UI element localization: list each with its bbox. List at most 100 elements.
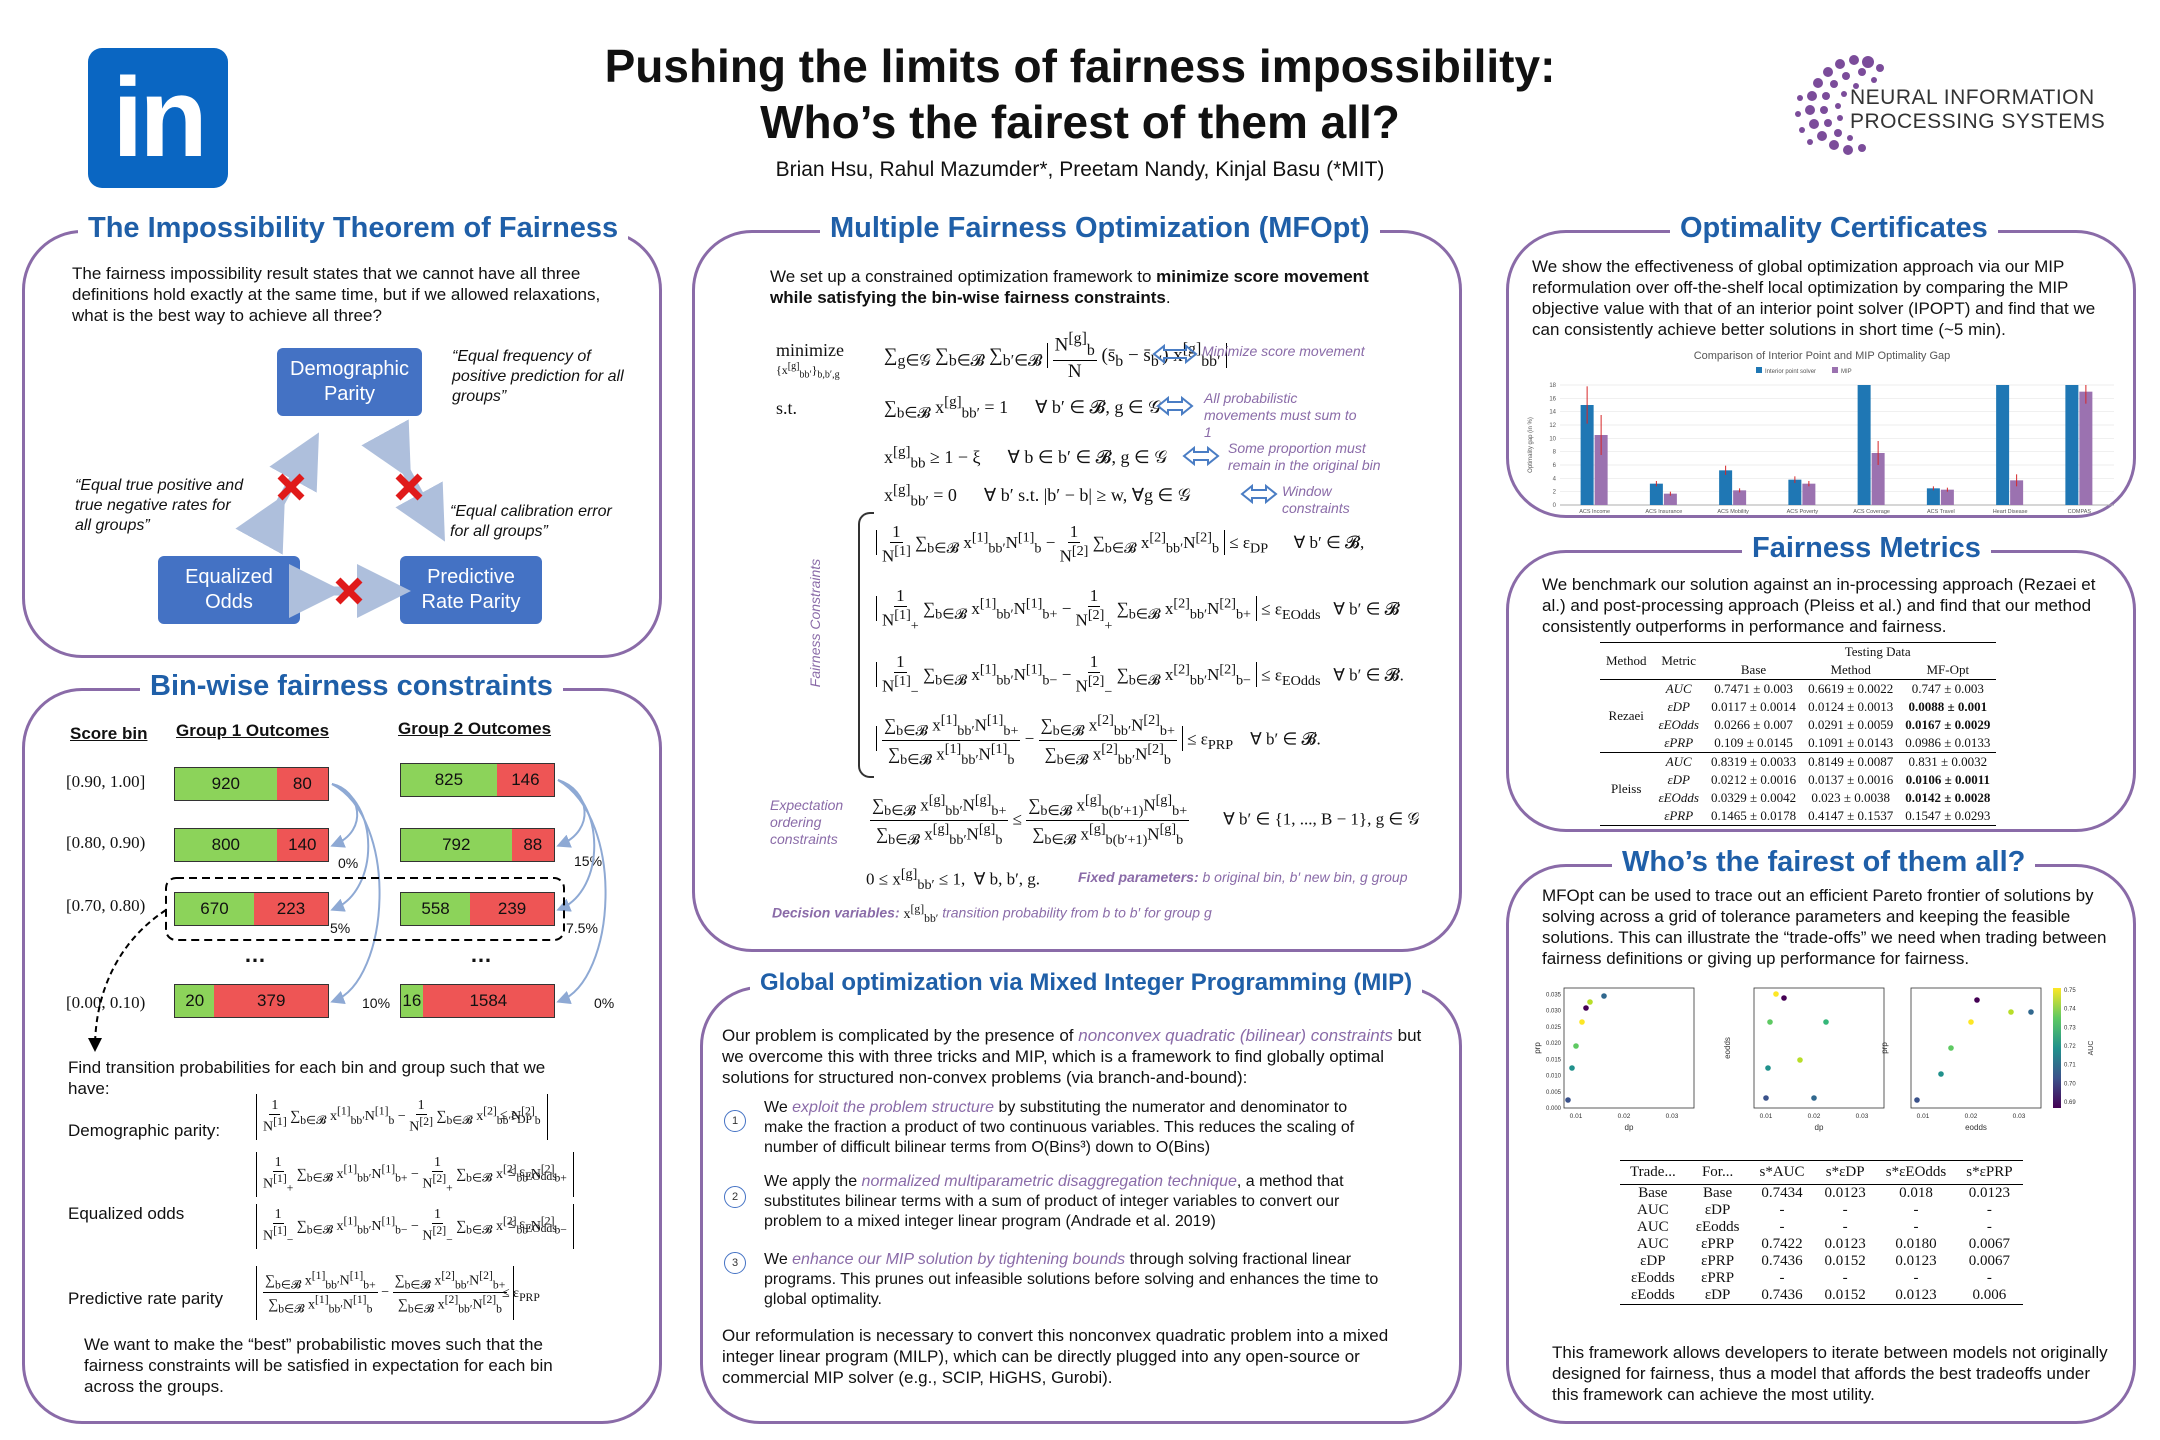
scatter-frame (1563, 987, 1695, 1109)
step-2-icon: 2 (724, 1186, 746, 1208)
table-cell: - (1913, 1270, 1919, 1286)
node-equalized-odds: Equalized Odds (158, 556, 300, 624)
fairness-constraints-label: Fairness Constraints (807, 558, 823, 688)
bar-red: 88 (511, 829, 554, 861)
scatter-point (1968, 1019, 1974, 1025)
mip-intro-a: Our problem is complicated by the presen… (722, 1026, 1079, 1045)
scatter-ytick: 0.010 (1546, 1074, 1562, 1080)
mf-f2: 1 N[1]+ ∑b∈𝓑 x[1]bb′N[1]b+ − 1 N[2]+ ∑b∈𝓑 … (876, 586, 1400, 635)
bar (1649, 483, 1663, 505)
fixed-params: Fixed parameters: b original bin, b′ new… (1078, 869, 1407, 886)
legend-label: Interior point solver (1765, 369, 1816, 375)
decision-label: Decision variables: (772, 904, 900, 921)
bar (1857, 385, 1871, 505)
table-cell: - (1986, 1270, 1992, 1286)
table-cell: 0.7436 (1761, 1253, 1803, 1269)
dp-formula: 1 N[1] ∑b∈𝓑 x[1]bb′N[1]b − 1 N[2] ∑b∈𝓑 x[2… (256, 1094, 548, 1140)
bar-green: 792 (401, 829, 512, 861)
table-header-cell: For... (1701, 1164, 1734, 1180)
neurips-line-1: NEURAL INFORMATION (1850, 86, 2095, 109)
scatter-xlabel: eodds (1965, 1123, 1987, 1132)
scatter-xtick: 0.03 (1666, 1113, 1679, 1120)
table-cell: 0.006 (1972, 1287, 2007, 1303)
bar (1802, 483, 1816, 505)
table-cell: - (1842, 1202, 1848, 1218)
base-cell: 0.0266 ± 0.007 (1714, 717, 1793, 732)
x-tick-label: ACS Coverage (1853, 509, 1890, 515)
bar (2065, 385, 2079, 505)
g2-bar-row0: 825 146 (400, 763, 555, 797)
scatter-xtick: 0.02 (1965, 1113, 1978, 1120)
table-cell: - (1913, 1202, 1919, 1218)
certificates-panel (1506, 230, 2136, 518)
table-cell: - (1779, 1202, 1785, 1218)
quote-dp: “Equal frequency of positive prediction … (452, 348, 624, 405)
quote-prp: “Equal calibration error for all groups” (450, 503, 612, 540)
fairest-outro: This framework allows developers to iter… (1552, 1343, 2108, 1404)
bar (2079, 391, 2093, 505)
scatter-xtick: 0.01 (1570, 1113, 1583, 1120)
node-dp-label: Demographic Parity (290, 358, 409, 405)
node-eo-label: Equalized Odds (185, 566, 273, 613)
fixed-text: b original bin, b′ new bin, g group (1202, 869, 1408, 885)
scatter-ytick: 0.025 (1546, 1025, 1562, 1031)
table-row: εPRP 0.1465 ± 0.0178 0.4147 ± 0.1537 0.1547… (1600, 807, 1996, 826)
scatter-xtick: 0.03 (2013, 1113, 2026, 1120)
legend-swatch (1756, 367, 1762, 373)
ellipsis-g1: … (244, 942, 266, 967)
th-base: Base (1740, 662, 1767, 677)
scatter-ytick: 0.015 (1546, 1057, 1562, 1063)
y-axis-label: Optimality gap (in %) (1528, 417, 1534, 473)
mip-intro-b: but we overcome this with three tricks a… (722, 1026, 1422, 1087)
scatter-ytick: 0.005 (1546, 1090, 1562, 1096)
mip-item-3-b: through solving fractional linear progra… (764, 1251, 1379, 1308)
g2-bar-row1: 792 88 (400, 828, 555, 862)
scatter-point (1583, 1005, 1589, 1011)
y-tick-label: 16 (1549, 396, 1556, 402)
pct-g1-0: 0% (338, 855, 359, 871)
table-cell: - (1986, 1202, 1992, 1218)
mip-item-3: We enhance our MIP solution by tightenin… (764, 1250, 1384, 1310)
base-cell: 0.0117 ± 0.0014 (1711, 699, 1796, 714)
metric-cell: εPRP (1664, 735, 1694, 750)
mip-item-1-hl: exploit the problem structure (792, 1099, 995, 1116)
mip-item-1: We exploit the problem structure by subs… (764, 1098, 1384, 1158)
table-cell: εPRP (1701, 1236, 1735, 1252)
table-cell: 0.0123 (1895, 1287, 1937, 1303)
metrics-title: Fairness Metrics (1742, 532, 1991, 565)
table-cell: 0.0180 (1895, 1236, 1937, 1252)
legend-label: MIP (1841, 369, 1852, 375)
fairest-body: MFOpt can be used to trace out an effici… (1542, 886, 2107, 968)
table-row: εPRP 0.109 ± 0.0145 0.1091 ± 0.0143 0.0986 … (1600, 734, 1997, 753)
mip-outro: Our reformulation is necessary to conver… (722, 1326, 1389, 1387)
colorbar-tick: 0.70 (2064, 1081, 2076, 1087)
table-cell: 0.0123 (1895, 1253, 1937, 1269)
base-cell: 0.7471 ± 0.003 (1714, 681, 1793, 696)
bar-green: 20 (175, 985, 215, 1017)
metrics-body: We benchmark our solution against an in-… (1542, 575, 2096, 636)
prp-formula: ∑b∈𝓑 x[1]bb′N[1]b+ ∑b∈𝓑 x[1]bb′N[1]b − ∑b… (256, 1266, 515, 1320)
table-cell: 0.7434 (1761, 1185, 1803, 1201)
mfopt-cell: 0.747 ± 0.003 (1911, 681, 1984, 696)
step-1-icon: 1 (724, 1110, 746, 1132)
bar (1926, 488, 1940, 505)
bar-red: 80 (276, 768, 328, 800)
scatter-ytick: 0.000 (1546, 1106, 1562, 1112)
scatter-xtick: 0.03 (1856, 1113, 1869, 1120)
scatter-xlabel: dp (1815, 1123, 1824, 1132)
bar-red: 239 (470, 893, 554, 925)
mip-item-3-hl: enhance our MIP solution by tightening b… (792, 1251, 1126, 1268)
table-row: εDP 0.0117 ± 0.0014 0.0124 ± 0.0013 0.0088 … (1600, 698, 1996, 716)
method-value-cell: 0.023 ± 0.0038 (1811, 790, 1890, 805)
table-cell: 0.7436 (1761, 1287, 1803, 1303)
scatter-point (1565, 1097, 1571, 1103)
scatter-point (1601, 993, 1607, 999)
node-prp-label: Predictive Rate Parity (421, 566, 521, 613)
y-tick-label: 10 (1549, 436, 1556, 442)
scatter-point (2008, 1009, 2014, 1015)
colorbar-tick: 0.71 (2064, 1063, 2076, 1069)
scatter-point (1579, 1019, 1585, 1025)
base-cell: 0.0329 ± 0.0042 (1710, 790, 1797, 805)
y-tick-label: 6 (1553, 463, 1557, 469)
metrics-table-wrap: Method Metric Testing Data Base Method M… (1600, 642, 1997, 826)
